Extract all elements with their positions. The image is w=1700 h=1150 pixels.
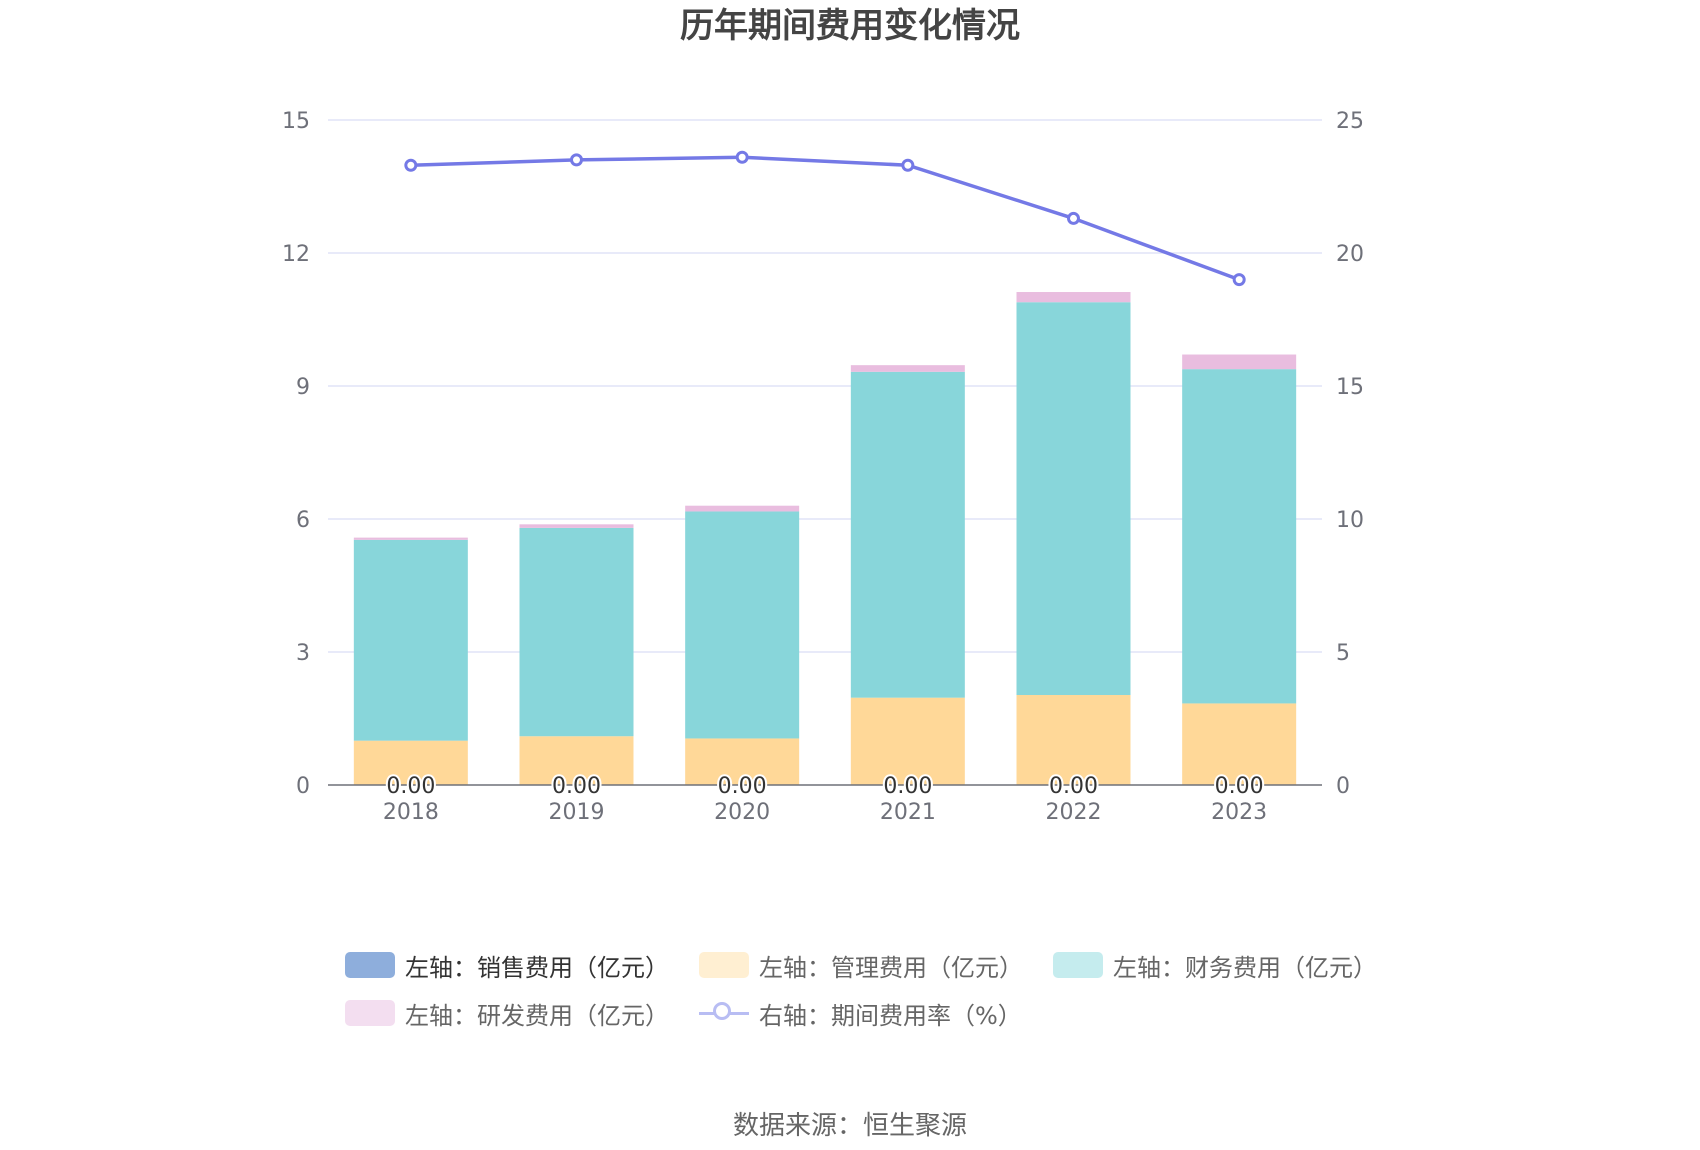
grid-lines	[328, 119, 1322, 653]
legend-label-rd: 左轴：研发费用（亿元）	[405, 1001, 669, 1030]
bar-finance	[685, 511, 800, 739]
right-axis-tick-label: 20	[1336, 242, 1364, 267]
x-axis-tick-label: 2020	[714, 800, 770, 825]
bar-rd	[1016, 292, 1131, 303]
x-axis-ticks: 2018 2019 2020 2021 2022 2023	[383, 800, 1267, 825]
rate-point	[735, 150, 749, 164]
rate-point	[570, 153, 583, 167]
bar-rd	[519, 524, 634, 528]
right-axis-ticks: 0 5 10 15 20 25	[1336, 109, 1364, 799]
rate-point	[1232, 273, 1246, 287]
legend-item-sales[interactable]: 左轴：销售费用（亿元）	[345, 950, 669, 982]
legend-label-sales: 左轴：销售费用（亿元）	[405, 953, 669, 982]
bar-rd	[1182, 354, 1297, 370]
right-axis-tick-label: 5	[1336, 641, 1350, 666]
data-label: 0.00	[1215, 774, 1264, 799]
legend-swatch-rate	[699, 1000, 749, 1026]
legend-label-rate: 右轴：期间费用率（%）	[759, 1001, 1022, 1030]
legend: 左轴：销售费用（亿元） 左轴：管理费用（亿元） 左轴：财务费用（亿元） 左轴：研…	[345, 950, 1385, 1030]
legend-swatch-finance	[1053, 952, 1103, 978]
legend-swatch-admin	[699, 952, 749, 978]
bar-finance	[519, 527, 634, 737]
bar-admin	[353, 740, 468, 785]
bar-finance	[1182, 369, 1297, 704]
rate-point	[404, 158, 418, 172]
data-label: 0.00	[386, 774, 435, 799]
bar-finance	[850, 371, 965, 698]
left-axis-tick-label: 15	[282, 109, 310, 134]
left-axis-ticks: 0 3 6 9 12 15	[282, 109, 310, 799]
legend-item-rd[interactable]: 左轴：研发费用（亿元）	[345, 998, 669, 1030]
rate-point	[1067, 211, 1080, 225]
data-label: 0.00	[883, 774, 932, 799]
bar-admin	[685, 738, 800, 785]
legend-item-rate[interactable]: 右轴：期间费用率（%）	[699, 998, 1022, 1030]
left-axis-tick-label: 0	[296, 774, 310, 799]
rate-line	[410, 155, 1240, 282]
bar-rd	[353, 537, 468, 540]
right-axis-tick-label: 10	[1336, 508, 1364, 533]
bar-admin	[850, 697, 965, 785]
data-label: 0.00	[718, 774, 767, 799]
x-axis-tick-label: 2023	[1211, 800, 1267, 825]
x-axis-tick-label: 2018	[383, 800, 439, 825]
bar-admin	[1016, 695, 1131, 785]
bar-finance	[1016, 302, 1131, 696]
right-axis-tick-label: 0	[1336, 774, 1350, 799]
legend-label-admin: 左轴：管理费用（亿元）	[759, 953, 1023, 982]
left-axis-tick-label: 3	[296, 641, 310, 666]
legend-swatch-rd	[345, 1000, 395, 1026]
right-axis-tick-label: 15	[1336, 375, 1364, 400]
bar-rd	[685, 505, 800, 512]
bar-series	[353, 292, 1297, 785]
bar-finance	[353, 539, 468, 741]
legend-item-finance[interactable]: 左轴：财务费用（亿元）	[1053, 950, 1377, 982]
legend-item-admin[interactable]: 左轴：管理费用（亿元）	[699, 950, 1023, 982]
rate-point	[901, 158, 915, 172]
right-axis-tick-label: 25	[1336, 109, 1364, 134]
x-axis-tick-label: 2021	[880, 800, 936, 825]
legend-swatch-sales	[345, 952, 395, 978]
left-axis-tick-label: 6	[296, 508, 310, 533]
data-label: 0.00	[1049, 774, 1098, 799]
data-labels: 0.00 0.00 0.00 0.00 0.00 0.00	[384, 772, 1265, 801]
chart-title: 历年期间费用变化情况	[680, 6, 1020, 46]
legend-label-finance: 左轴：财务费用（亿元）	[1113, 953, 1377, 982]
x-axis-tick-label: 2022	[1046, 800, 1102, 825]
bar-admin	[1182, 703, 1297, 785]
bar-admin	[519, 736, 634, 785]
data-source: 数据来源：恒生聚源	[732, 1111, 967, 1141]
left-axis-tick-label: 12	[282, 242, 310, 267]
data-label: 0.00	[552, 774, 601, 799]
left-axis-tick-label: 9	[296, 375, 310, 400]
x-axis-tick-label: 2019	[549, 800, 605, 825]
rate-line-series	[404, 150, 1246, 287]
bar-rd	[850, 365, 965, 372]
